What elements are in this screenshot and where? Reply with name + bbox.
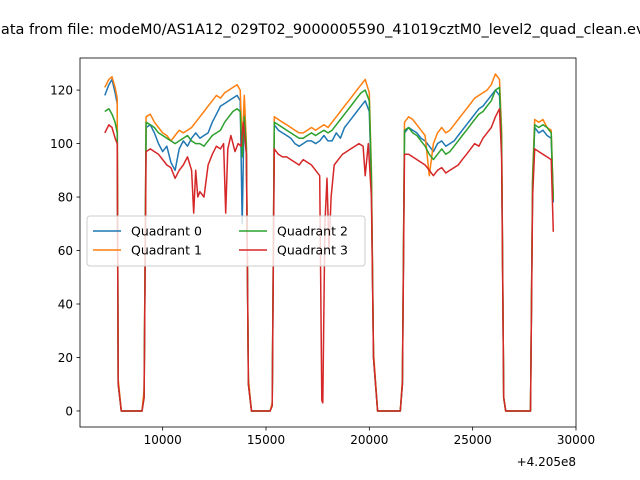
- x-tick-label: 10000: [144, 433, 182, 447]
- y-tick-label: 20: [58, 351, 73, 365]
- x-axis-offset-label: +4.205e8: [517, 455, 576, 469]
- y-tick-label: 80: [58, 190, 73, 204]
- x-axis: 10000 15000 20000 25000 30000: [144, 427, 595, 447]
- y-tick-label: 120: [50, 83, 73, 97]
- x-tick-label: 25000: [454, 433, 492, 447]
- y-tick-label: 40: [58, 297, 73, 311]
- y-tick-label: 0: [65, 404, 73, 418]
- x-tick-label: 30000: [557, 433, 595, 447]
- series-line-quadrant-3: [104, 108, 555, 412]
- axes-frame: [79, 57, 577, 428]
- legend-label-quadrant-3: Quadrant 3: [277, 243, 348, 258]
- series-layer: [104, 73, 555, 412]
- y-axis: 0 20 40 60 80 100 120: [50, 83, 80, 418]
- x-tick-label: 20000: [350, 433, 388, 447]
- legend-label-quadrant-1: Quadrant 1: [131, 243, 202, 258]
- x-tick-label: 15000: [247, 433, 285, 447]
- series-line-quadrant-2: [104, 86, 555, 412]
- y-tick-label: 100: [50, 137, 73, 151]
- y-tick-label: 60: [58, 244, 73, 258]
- legend-box: [86, 215, 366, 267]
- series-line-quadrant-0: [104, 78, 555, 412]
- legend-label-quadrant-2: Quadrant 2: [277, 224, 348, 239]
- legend-label-quadrant-0: Quadrant 0: [131, 224, 202, 239]
- legend: Quadrant 0 Quadrant 1 Quadrant 2 Quadrant 3: [86, 215, 366, 267]
- series-line-quadrant-1: [104, 73, 555, 412]
- chart-title: Data from file: modeM0/AS1A12_029T02_900…: [0, 22, 640, 38]
